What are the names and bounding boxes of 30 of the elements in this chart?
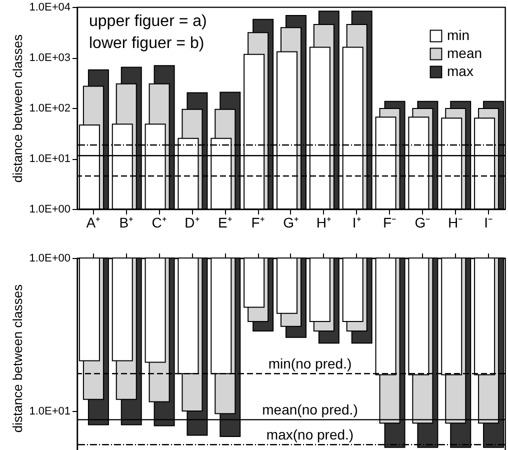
y-axis-title: distance between classes bbox=[10, 284, 26, 433]
x-tick-label: E⁺ bbox=[218, 214, 232, 230]
legend-label: min bbox=[447, 27, 470, 43]
x-tick-label: H⁻ bbox=[448, 214, 464, 230]
x-tick-label: G⁺ bbox=[283, 214, 299, 230]
y-tick-label: 1.0E+00 bbox=[29, 204, 70, 216]
y-tick-label: 1.0E+04 bbox=[29, 2, 70, 14]
ref-line-label: mean(no pred.) bbox=[262, 402, 358, 418]
y-tick-label: 1.0E+01 bbox=[29, 405, 70, 418]
x-tick-label: C⁺ bbox=[152, 214, 167, 230]
annotation: lower figuer = b) bbox=[89, 35, 204, 52]
legend-label: max bbox=[447, 63, 474, 79]
x-tick-label: F⁻ bbox=[382, 214, 397, 230]
x-tick-label: I⁻ bbox=[484, 214, 493, 230]
x-tick-label: I⁺ bbox=[352, 214, 362, 230]
x-tick-label: A⁺ bbox=[86, 214, 101, 230]
y-tick-label: 1.0E+00 bbox=[29, 252, 70, 264]
ref-line-label: min(no pred.) bbox=[268, 356, 352, 372]
x-tick-label: B⁺ bbox=[119, 214, 134, 230]
y-tick-label: 1.0E+02 bbox=[29, 102, 70, 114]
x-tick-label: H⁺ bbox=[316, 214, 332, 230]
annotation: upper figuer = a) bbox=[89, 13, 207, 30]
x-tick-label: G⁻ bbox=[414, 214, 431, 230]
ref-line-label: max(no pred.) bbox=[266, 426, 354, 443]
y-tick-label: 1.0E+03 bbox=[29, 52, 70, 64]
x-tick-label: F⁺ bbox=[251, 214, 265, 230]
y-tick-label: 1.0E+01 bbox=[29, 153, 70, 165]
legend-label: mean bbox=[447, 45, 482, 61]
y-axis-title: distance between classes bbox=[10, 34, 26, 183]
x-tick-label: D⁺ bbox=[184, 214, 200, 230]
